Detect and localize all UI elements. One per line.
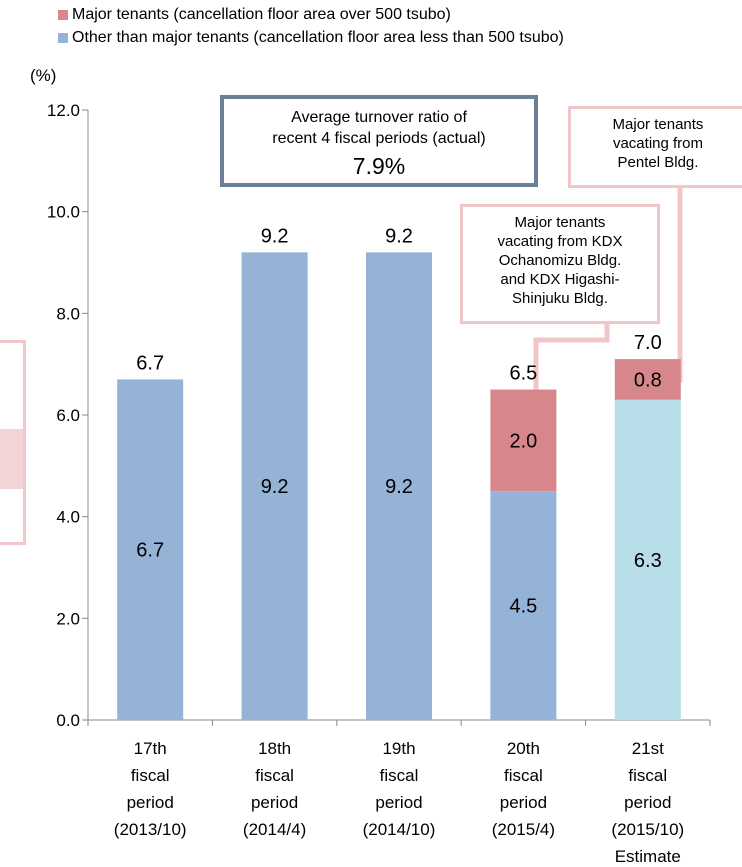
bar-other-label: 4.5: [509, 596, 537, 618]
legend-label-major: Major tenants (cancellation floor area o…: [72, 6, 451, 23]
x-tick-label: fiscal: [131, 766, 170, 785]
legend-label-other: Other than major tenants (cancellation f…: [72, 29, 564, 46]
x-tick-label: period: [624, 793, 671, 812]
y-tick-label: 4.0: [56, 508, 80, 527]
callout-kdx-line: and KDX Higashi-: [500, 271, 620, 288]
callout-pentel-line: vacating from: [612, 135, 704, 152]
bar-major: [614, 359, 681, 400]
bar-major-label: 0.8: [634, 369, 662, 391]
x-tick-label: 20th: [507, 739, 540, 758]
y-tick-label: 12.0: [47, 101, 80, 120]
callout-kdx-line: vacating from KDX: [497, 233, 623, 250]
x-tick-label: 21st: [632, 739, 664, 758]
cropped-callout-box: [0, 340, 26, 545]
callout-kdx-line: Major tenants: [514, 214, 606, 231]
x-tick-label: (2014/10): [363, 820, 436, 839]
x-tick-label: fiscal: [628, 766, 667, 785]
bar-other-label: 9.2: [385, 476, 413, 498]
x-tick-label: (2015/4): [492, 820, 555, 839]
callout-kdx: Major tenants vacating from KDX Ochanomi…: [460, 204, 660, 324]
x-tick-label: 18th: [258, 739, 291, 758]
x-tick-label: period: [127, 793, 174, 812]
x-tick-label: fiscal: [255, 766, 294, 785]
bar-total-label: 7.0: [634, 332, 662, 354]
bar-major-label: 2.0: [509, 430, 537, 452]
x-tick-label: period: [251, 793, 298, 812]
x-tick-label: period: [375, 793, 422, 812]
bar-total-label: 6.7: [136, 352, 164, 374]
average-box-value: 7.9%: [352, 153, 406, 179]
x-tick-label: fiscal: [504, 766, 543, 785]
callout-pentel-connector: [662, 188, 683, 383]
x-tick-label: period: [500, 793, 547, 812]
callout-pentel-line: Major tenants: [612, 116, 704, 133]
x-tick-label: fiscal: [380, 766, 419, 785]
legend-swatch-major: [58, 10, 68, 20]
bar-other: [241, 252, 308, 721]
cropped-callout-fill: [0, 429, 23, 489]
bar-total-label: 6.5: [509, 363, 537, 385]
bar-other-label: 6.7: [136, 540, 164, 562]
average-box-line1: Average turnover ratio of: [291, 109, 467, 126]
x-tick-label: Estimate: [615, 847, 681, 866]
y-tick-label: 0.0: [56, 711, 80, 730]
y-axis-unit: (%): [30, 66, 57, 85]
bar-total-label: 9.2: [385, 225, 413, 247]
y-tick-label: 10.0: [47, 203, 80, 222]
callout-kdx-line: Ochanomizu Bldg.: [498, 252, 622, 269]
x-tick-label: 19th: [382, 739, 415, 758]
average-turnover-box: Average turnover ratio of recent 4 fisca…: [220, 95, 538, 187]
average-box-line2: recent 4 fiscal periods (actual): [272, 130, 486, 147]
callout-kdx-line: Shinjuku Bldg.: [512, 290, 608, 307]
x-tick-label: 17th: [134, 739, 167, 758]
callout-pentel-line: Pentel Bldg.: [617, 154, 699, 171]
bar-other-label: 9.2: [261, 476, 289, 498]
x-tick-label: (2015/10): [611, 820, 684, 839]
legend-major: Major tenants (cancellation floor area o…: [58, 6, 451, 24]
legend-swatch-other: [58, 33, 68, 43]
bar-total-label: 9.2: [261, 225, 289, 247]
y-tick-label: 8.0: [56, 304, 80, 323]
callout-pentel: Major tenants vacating from Pentel Bldg.: [568, 106, 742, 188]
bar-other: [117, 379, 184, 720]
bar-other: [490, 491, 557, 720]
x-tick-label: (2013/10): [114, 820, 187, 839]
y-tick-label: 2.0: [56, 609, 80, 628]
x-tick-label: (2014/4): [243, 820, 306, 839]
y-tick-label: 6.0: [56, 406, 80, 425]
bar-other-label: 6.3: [634, 550, 662, 572]
legend-other: Other than major tenants (cancellation f…: [58, 29, 564, 47]
bar-other: [614, 399, 681, 720]
bar-other: [366, 252, 432, 721]
bar-major: [490, 389, 557, 492]
